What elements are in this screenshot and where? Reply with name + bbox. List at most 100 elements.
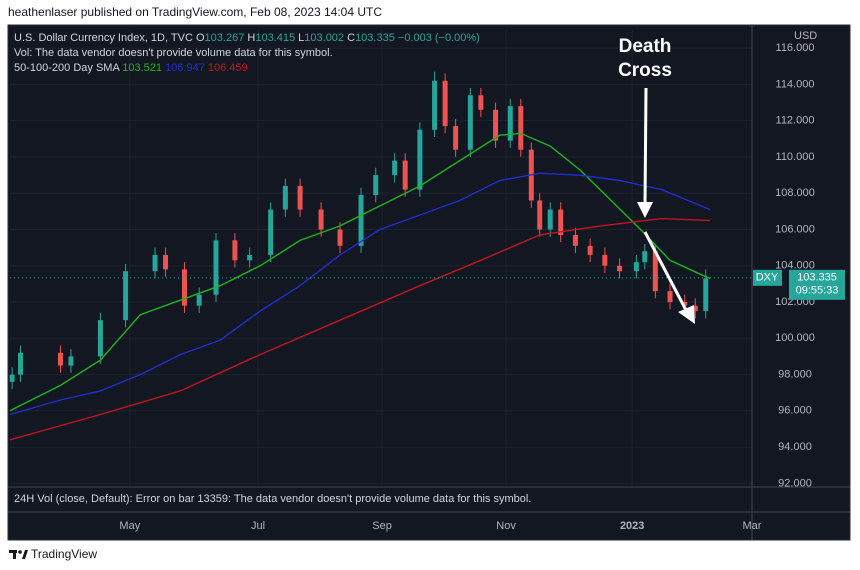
candle-body (68, 356, 74, 366)
candle-body (703, 278, 709, 312)
sma-label: 50-100-200 Day SMA (14, 62, 120, 74)
candle-body (572, 234, 578, 246)
y-tick-label: 104.000 (775, 260, 815, 272)
y-tick-label: 114.000 (776, 78, 815, 90)
arrow-head (637, 202, 653, 218)
legend-line: U.S. Dollar Currency Index, 1D, TVC O 103… (14, 32, 480, 44)
candle-body (268, 209, 274, 255)
ohlc-value: 103.415 (255, 32, 295, 44)
candle-body (247, 254, 253, 261)
candle-body (587, 245, 593, 255)
ohlc-value: 103.002 (304, 32, 344, 44)
candle-body (558, 209, 564, 235)
candle-body (181, 269, 187, 306)
candle-body (667, 291, 673, 303)
currency-label: USD (794, 30, 817, 42)
x-tick-label: Sep (372, 520, 392, 532)
candle-body (467, 95, 473, 150)
candle-body (432, 80, 438, 130)
arrow (643, 87, 648, 206)
candle-body (642, 251, 648, 263)
candle-body (297, 185, 303, 210)
candle-body (652, 251, 658, 292)
candle-body (9, 374, 15, 382)
volume-note: Vol: The data vendor doesn't provide vol… (14, 47, 333, 59)
candle-body (97, 320, 103, 357)
candle-body (617, 265, 623, 272)
candle-body (682, 302, 688, 306)
candle-body (402, 160, 408, 190)
brand-name: TradingView (31, 547, 97, 561)
candle-body (318, 209, 324, 230)
candle-body (518, 106, 524, 150)
y-tick-label: 92.000 (778, 477, 812, 489)
candle-body (232, 240, 238, 261)
x-tick-label: Jul (251, 520, 265, 532)
tag-box (753, 269, 782, 286)
annotation-line: Death (619, 36, 672, 57)
candle-body (392, 160, 398, 176)
candle-body (123, 271, 129, 321)
arrow-head (678, 305, 695, 324)
sma-value: 103.521 (122, 62, 162, 74)
candle-body (537, 200, 543, 230)
symbol-tag: DXY (756, 272, 779, 284)
candle-body (453, 126, 459, 150)
sma-legend: 50-100-200 Day SMA 103.521 106.947 106.4… (14, 62, 248, 74)
y-tick-label: 94.000 (778, 441, 812, 453)
y-tick-label: 116.000 (776, 42, 815, 54)
candle-body (442, 80, 448, 127)
y-tick-label: 110.000 (776, 151, 815, 163)
arrow (643, 231, 689, 313)
candle-body (547, 209, 553, 230)
candle-body (213, 240, 219, 295)
candle-body (57, 352, 63, 366)
candle-body (163, 254, 169, 270)
plot-area (9, 30, 753, 487)
x-tick-label: Nov (496, 520, 516, 532)
volume-pane-label: 24H Vol (close, Default): Error on bar 1… (14, 493, 531, 505)
sma-line (9, 217, 711, 441)
logo-part (18, 550, 22, 554)
symbol-title: U.S. Dollar Currency Index, 1D, TVC (14, 32, 193, 44)
x-tick-label: 2023 (620, 520, 644, 532)
logo-part (22, 550, 28, 559)
brand-logo (9, 550, 28, 559)
x-tick-label: May (119, 520, 140, 532)
countdown: 09:55:33 (796, 285, 839, 297)
candle-body (152, 254, 158, 272)
y-tick-label: 100.000 (775, 332, 815, 344)
candle-body (282, 185, 288, 210)
candle-body (478, 95, 484, 110)
change: −0.003 (−0.00%) (398, 32, 480, 44)
candle-body (602, 254, 608, 266)
y-tick-label: 96.000 (778, 405, 812, 417)
ohlc-key: C (347, 32, 355, 44)
sma-value: 106.947 (165, 62, 205, 74)
ohlc-key: L (298, 32, 304, 44)
candle-body (507, 106, 513, 141)
y-tick-label: 98.000 (778, 368, 812, 380)
candle-body (692, 305, 698, 312)
price-box (789, 269, 845, 300)
ohlc-key: H (247, 32, 255, 44)
last-price-label: 103.335 (797, 272, 837, 284)
candle-body (633, 262, 639, 272)
candle-body (196, 294, 202, 306)
y-tick-label: 112.000 (776, 115, 815, 127)
x-tick-label: Mar (743, 520, 762, 532)
candle-body (373, 175, 379, 196)
y-tick-label: 106.000 (775, 223, 815, 235)
candle-body (358, 195, 364, 246)
publish-header: heathenlaser published on TradingView.co… (8, 5, 382, 19)
ohlc-key: O (196, 32, 205, 44)
annotation-arrows (637, 87, 695, 324)
sma-line (9, 132, 711, 412)
sma-value: 106.459 (208, 62, 248, 74)
y-tick-label: 108.000 (775, 187, 815, 199)
ohlc-value: 103.335 (355, 32, 395, 44)
candle-body (417, 129, 423, 190)
candle-body (337, 229, 343, 246)
sma-line (9, 172, 711, 416)
